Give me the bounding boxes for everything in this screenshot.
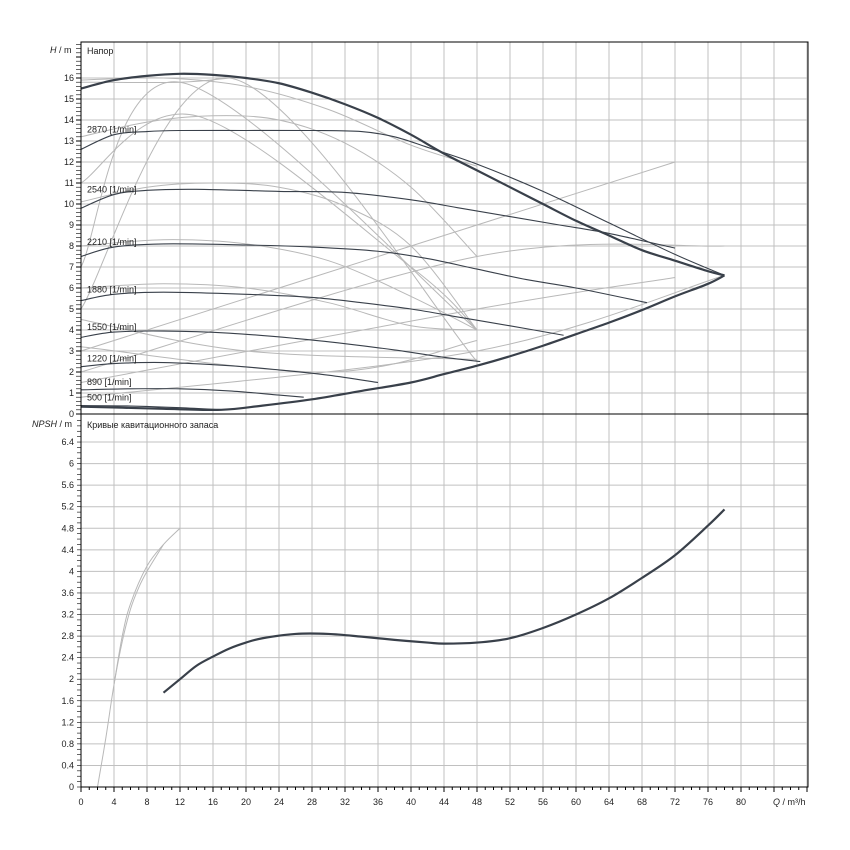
x-tick-label: 52 [505,797,515,807]
x-tick-label: 12 [175,797,185,807]
ticks: 0 4 8 12 16 20 24 28 32 36 40 44 48 52 56 60 64 68 72 76 800… [61,44,808,807]
efficiency-aux-curve [80,239,478,331]
x-tick-label: 0 [78,797,83,807]
npsh-aux-curve [97,544,164,788]
head-tick-label: 8 [69,241,74,251]
speed-curve [80,291,564,336]
head-tick-label: 10 [64,199,74,209]
npsh-tick-label: 3.6 [61,588,74,598]
speed-curve [80,388,304,398]
npsh-tick-label: 0.4 [61,760,74,770]
speed-curve [80,243,648,304]
speed-curve-label: 500 [1/min] [87,393,132,403]
speed-curve [80,188,676,249]
x-tick-label: 28 [307,797,317,807]
efficiency-aux-curve [80,274,725,398]
efficiency-aux-curve [80,77,478,167]
x-tick-label: 32 [340,797,350,807]
head-tick-label: 3 [69,346,74,356]
npsh-tick-label: 2.8 [61,631,74,641]
x-tick-label: 16 [208,797,218,807]
head-tick-label: 9 [69,220,74,230]
head-tick-label: 5 [69,304,74,314]
npsh-tick-label: 4.8 [61,523,74,533]
x-tick-label: 60 [571,797,581,807]
speed-curve [80,129,725,276]
head-tick-label: 4 [69,325,74,335]
head-tick-label: 15 [64,94,74,104]
head-tick-label: 2 [69,367,74,377]
q-axis-label: Q / m³/h [773,797,806,807]
npsh-axis-label: NPSH / m [32,419,72,429]
speed-curve-label: 1880 [1/min] [87,284,137,294]
npsh-plot-frame [80,413,809,788]
head-title: Напор [87,46,113,56]
npsh-tick-label: 4.4 [61,545,74,555]
npsh-tick-label: 6 [69,459,74,469]
head-tick-label: 13 [64,136,74,146]
x-tick-label: 64 [604,797,614,807]
npsh-tick-label: 5.6 [61,480,74,490]
x-tick-label: 80 [736,797,746,807]
speed-curve-label: 2870 [1/min] [87,125,137,135]
efficiency-aux-curve [80,283,478,331]
npsh-tick-label: 0.8 [61,739,74,749]
speed-curve [80,361,379,384]
npsh-tick-label: 4 [69,566,74,576]
head-tick-label: 12 [64,157,74,167]
efficiency-aux-curve [80,113,478,331]
head-tick-label: 1 [69,388,74,398]
curves: 2870 [1/min] 2540 [1/min] 2210 [1/min] 1880… [80,72,726,694]
x-tick-label: 24 [274,797,284,807]
head-tick-label: 16 [64,73,74,83]
efficiency-aux-curve [80,161,676,352]
speed-curve-label: 1220 [1/min] [87,354,137,364]
speed-curve [80,330,481,363]
npsh-aux-curve [113,527,181,685]
npsh-tick-label: 2.4 [61,653,74,663]
speed-curve [80,405,222,411]
head-tick-label: 14 [64,115,74,125]
head-envelope-max-curve [80,72,725,277]
npsh-tick-label: 1.6 [61,696,74,706]
npsh-tick-label: 2 [69,674,74,684]
x-tick-label: 8 [144,797,149,807]
x-tick-label: 40 [406,797,416,807]
efficiency-aux-curve [80,319,478,360]
npsh-tick-label: 1.2 [61,717,74,727]
efficiency-aux-curve [80,182,478,331]
x-tick-label: 72 [670,797,680,807]
speed-curve-label: 890 [1/min] [87,377,132,387]
efficiency-aux-curve [80,115,478,257]
npsh-curve [162,508,726,694]
head-tick-label: 11 [65,178,74,188]
x-tick-label: 36 [373,797,383,807]
x-tick-label: 48 [472,797,482,807]
npsh-tick-label: 3.2 [61,610,74,620]
x-tick-label: 20 [241,797,251,807]
speed-curve-label: 2540 [1/min] [87,185,137,195]
x-tick-label: 76 [703,797,713,807]
x-tick-label: 44 [439,797,449,807]
npsh-tick-label: 0 [69,782,74,792]
speed-curve-label: 2210 [1/min] [87,237,137,247]
x-tick-label: 56 [538,797,548,807]
head-axis-label: H / m [50,45,72,55]
x-tick-label: 4 [111,797,116,807]
head-tick-label: 0 [69,409,74,419]
head-tick-label: 6 [69,283,74,293]
efficiency-aux-curve [80,340,478,373]
head-envelope-min-curve [80,274,726,412]
efficiency-aux-curve [80,77,478,362]
npsh-title: Кривые кавитационного запаса [87,420,218,430]
npsh-tick-label: 6.4 [61,437,74,447]
speed-curve-label: 1550 [1/min] [87,322,137,332]
head-tick-label: 7 [69,262,74,272]
npsh-tick-label: 5.2 [61,502,74,512]
x-tick-label: 68 [637,797,647,807]
